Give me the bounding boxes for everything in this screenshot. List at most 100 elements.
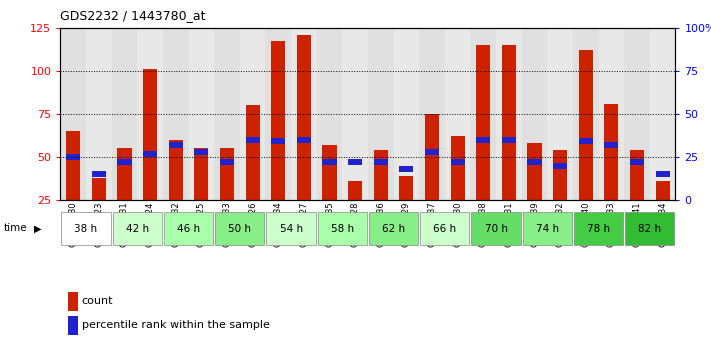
- Bar: [86, 28, 112, 200]
- Text: 38 h: 38 h: [75, 224, 97, 234]
- Bar: [400, 166, 413, 172]
- Bar: [112, 28, 137, 200]
- FancyBboxPatch shape: [61, 212, 111, 245]
- Bar: [92, 171, 106, 177]
- Bar: [240, 28, 265, 200]
- Bar: [271, 41, 285, 200]
- FancyBboxPatch shape: [420, 212, 469, 245]
- FancyBboxPatch shape: [523, 212, 572, 245]
- Bar: [630, 150, 644, 200]
- Bar: [528, 143, 542, 200]
- Bar: [579, 50, 593, 200]
- Bar: [169, 142, 183, 148]
- Bar: [394, 28, 419, 200]
- Bar: [573, 28, 599, 200]
- Text: GDS2232 / 1443780_at: GDS2232 / 1443780_at: [60, 9, 206, 22]
- Bar: [348, 181, 362, 200]
- Bar: [368, 28, 394, 200]
- Bar: [265, 28, 291, 200]
- Bar: [624, 28, 650, 200]
- Bar: [656, 181, 670, 200]
- Text: 66 h: 66 h: [433, 224, 456, 234]
- Bar: [425, 149, 439, 155]
- Bar: [92, 178, 106, 200]
- Bar: [374, 159, 387, 165]
- Bar: [579, 138, 593, 145]
- Bar: [137, 28, 163, 200]
- Text: 62 h: 62 h: [382, 224, 405, 234]
- Bar: [547, 28, 573, 200]
- Bar: [66, 131, 80, 200]
- Bar: [553, 162, 567, 169]
- Bar: [117, 159, 132, 165]
- FancyBboxPatch shape: [574, 212, 623, 245]
- Text: 78 h: 78 h: [587, 224, 610, 234]
- Bar: [323, 159, 336, 165]
- Bar: [471, 28, 496, 200]
- Bar: [296, 137, 311, 143]
- Bar: [194, 149, 208, 155]
- Bar: [220, 148, 234, 200]
- Bar: [245, 105, 260, 200]
- Text: 46 h: 46 h: [177, 224, 200, 234]
- FancyBboxPatch shape: [318, 212, 367, 245]
- Bar: [214, 28, 240, 200]
- FancyBboxPatch shape: [369, 212, 418, 245]
- Text: 74 h: 74 h: [536, 224, 559, 234]
- FancyBboxPatch shape: [164, 212, 213, 245]
- Bar: [400, 176, 413, 200]
- Bar: [553, 150, 567, 200]
- Bar: [502, 137, 516, 143]
- Bar: [502, 45, 516, 200]
- Bar: [476, 45, 491, 200]
- Bar: [604, 104, 619, 200]
- Bar: [496, 28, 522, 200]
- Bar: [291, 28, 316, 200]
- Text: 42 h: 42 h: [126, 224, 149, 234]
- Bar: [316, 28, 342, 200]
- FancyBboxPatch shape: [625, 212, 675, 245]
- Bar: [323, 145, 336, 200]
- Bar: [656, 171, 670, 177]
- Bar: [66, 154, 80, 160]
- Text: 50 h: 50 h: [228, 224, 251, 234]
- FancyBboxPatch shape: [215, 212, 264, 245]
- Bar: [445, 28, 471, 200]
- Text: percentile rank within the sample: percentile rank within the sample: [82, 321, 269, 330]
- Text: ▶: ▶: [34, 224, 42, 233]
- Bar: [419, 28, 445, 200]
- Bar: [143, 69, 157, 200]
- Bar: [169, 140, 183, 200]
- Bar: [451, 136, 465, 200]
- Text: 82 h: 82 h: [638, 224, 661, 234]
- Bar: [650, 28, 675, 200]
- Bar: [599, 28, 624, 200]
- Bar: [425, 114, 439, 200]
- Bar: [188, 28, 214, 200]
- Bar: [245, 137, 260, 143]
- Bar: [630, 159, 644, 165]
- FancyBboxPatch shape: [267, 212, 316, 245]
- Bar: [220, 159, 234, 165]
- Bar: [522, 28, 547, 200]
- Bar: [296, 34, 311, 200]
- Bar: [528, 159, 542, 165]
- FancyBboxPatch shape: [471, 212, 520, 245]
- Text: time: time: [4, 224, 27, 233]
- Text: 58 h: 58 h: [331, 224, 354, 234]
- Text: 54 h: 54 h: [279, 224, 303, 234]
- Bar: [60, 28, 86, 200]
- Bar: [476, 137, 491, 143]
- Text: 70 h: 70 h: [485, 224, 508, 234]
- Bar: [342, 28, 368, 200]
- Bar: [117, 148, 132, 200]
- Bar: [271, 138, 285, 145]
- Bar: [348, 159, 362, 165]
- Text: count: count: [82, 296, 113, 306]
- FancyBboxPatch shape: [113, 212, 162, 245]
- Bar: [163, 28, 188, 200]
- Bar: [194, 148, 208, 200]
- Bar: [451, 159, 465, 165]
- Bar: [604, 142, 619, 148]
- Bar: [143, 150, 157, 157]
